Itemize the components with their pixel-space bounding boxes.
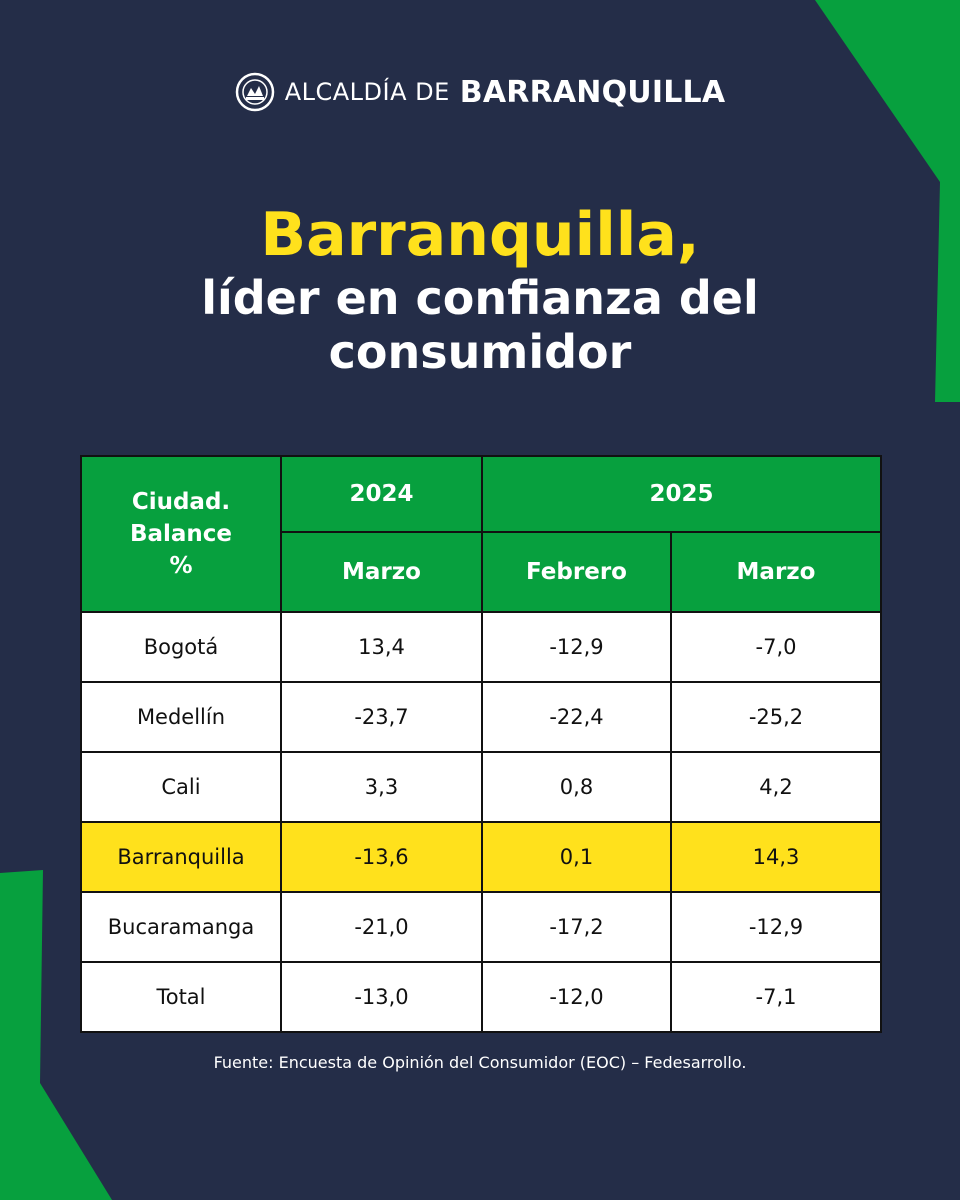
city-seal-icon <box>235 72 274 112</box>
corner-header: Ciudad. Balance % <box>80 455 282 613</box>
value-cell: -7,1 <box>669 961 883 1033</box>
value-cell: 0,8 <box>481 751 672 823</box>
value-cell: -21,0 <box>280 891 483 963</box>
value-cell: 13,4 <box>280 611 483 683</box>
value-cell: -13,0 <box>280 961 483 1033</box>
city-cell: Bucaramanga <box>80 891 282 963</box>
month-header: Febrero <box>481 531 672 613</box>
table-row: Bogotá 13,4 -12,9 -7,0 <box>80 611 883 683</box>
value-cell: 3,3 <box>280 751 483 823</box>
city-cell: Barranquilla <box>80 821 282 893</box>
table-row: Total -13,0 -12,0 -7,1 <box>80 961 883 1033</box>
org-name: BARRANQUILLA <box>459 74 726 110</box>
value-cell: -13,6 <box>280 821 483 893</box>
value-cell: -12,9 <box>669 891 883 963</box>
table-row-highlighted: Barranquilla -13,6 0,1 14,3 <box>80 821 883 893</box>
value-cell: 0,1 <box>481 821 672 893</box>
year-header-2025: 2025 <box>480 455 883 533</box>
value-cell: -7,0 <box>669 611 883 683</box>
value-cell: 4,2 <box>669 751 883 823</box>
table-row: Bucaramanga -21,0 -17,2 -12,9 <box>80 891 883 963</box>
value-cell: -17,2 <box>481 891 672 963</box>
city-cell: Total <box>80 961 282 1033</box>
title-subtitle: líder en confianza del consumidor <box>201 271 759 379</box>
brand-header: ALCALDÍA DE BARRANQUILLA <box>0 72 960 112</box>
value-cell: -12,9 <box>481 611 672 683</box>
value-cell: -22,4 <box>481 681 672 753</box>
year-header-2024: 2024 <box>280 455 483 533</box>
value-cell: 14,3 <box>669 821 883 893</box>
city-cell: Medellín <box>80 681 282 753</box>
title-highlight: Barranquilla, <box>260 200 700 270</box>
value-cell: -12,0 <box>481 961 672 1033</box>
city-cell: Cali <box>80 751 282 823</box>
month-header: Marzo <box>280 531 483 613</box>
city-cell: Bogotá <box>80 611 282 683</box>
page-title: Barranquilla, líder en confianza del con… <box>0 205 960 379</box>
value-cell: -23,7 <box>280 681 483 753</box>
consumer-confidence-table: Ciudad. Balance % 2024 2025 Marzo Febrer… <box>80 455 883 1033</box>
org-prefix: ALCALDÍA DE <box>284 78 450 106</box>
month-header: Marzo <box>669 531 883 613</box>
table-row: Medellín -23,7 -22,4 -25,2 <box>80 681 883 753</box>
source-note: Fuente: Encuesta de Opinión del Consumid… <box>213 1053 747 1072</box>
value-cell: -25,2 <box>669 681 883 753</box>
table-row: Cali 3,3 0,8 4,2 <box>80 751 883 823</box>
